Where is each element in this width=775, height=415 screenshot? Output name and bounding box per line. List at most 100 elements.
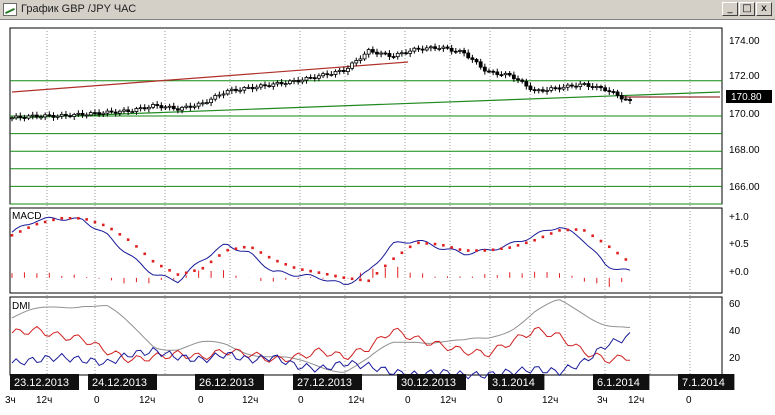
candle-body — [234, 88, 238, 92]
macd-signal-dot — [60, 216, 64, 220]
candle-body — [474, 59, 479, 63]
macd-signal-dot — [85, 218, 88, 221]
macd-line — [11, 216, 631, 285]
candle-body — [167, 105, 172, 108]
candle-body — [242, 87, 247, 91]
price-tick-172: 172.00 — [729, 71, 760, 82]
candle-body — [387, 53, 392, 57]
candle-body — [399, 52, 404, 55]
candle-body — [466, 52, 471, 59]
candle-body — [458, 50, 462, 52]
candle-body — [561, 86, 566, 90]
date-label-bg — [593, 374, 650, 390]
macd-signal-dot — [193, 269, 196, 272]
macd-signal-dot — [259, 251, 263, 254]
candle-body — [549, 87, 554, 91]
candle-body — [362, 53, 367, 60]
macd-panel[interactable] — [9, 207, 723, 294]
candle-body — [628, 98, 632, 102]
macd-signal-dot — [209, 260, 213, 264]
macd-tick-0: +0.0 — [729, 267, 749, 278]
hour-label: 12ч — [139, 395, 155, 406]
candle-body — [424, 47, 429, 51]
candle-body — [209, 98, 213, 103]
candle-body — [495, 71, 500, 76]
candle-body — [491, 70, 496, 73]
candle-body — [408, 50, 413, 54]
candle-body — [350, 62, 355, 69]
date-label-bg — [488, 374, 545, 390]
close-button[interactable]: x — [756, 2, 772, 16]
candle-body — [39, 116, 43, 119]
candle-body — [43, 114, 48, 118]
date-label-bg — [195, 374, 264, 390]
minimize-button[interactable]: _ — [722, 2, 738, 16]
chart-area[interactable]: 174.00 172.00 170.00 168.00 166.00 170.8… — [0, 20, 775, 415]
dmi-tick-40: 40 — [729, 326, 741, 337]
candle-body — [163, 106, 168, 109]
candle-body — [122, 109, 126, 112]
candle-body — [578, 83, 583, 88]
macd-signal-dot — [334, 274, 337, 278]
macd-signal-dot — [309, 269, 312, 273]
candle-body — [142, 107, 147, 110]
candle-body — [30, 114, 35, 117]
macd-signal-dot — [242, 245, 246, 249]
candle-body — [126, 109, 131, 112]
macd-signal-dot — [68, 216, 72, 220]
candle-body — [151, 104, 155, 108]
candle-body — [64, 114, 68, 117]
maximize-button[interactable]: □ — [739, 2, 755, 16]
candle-body — [287, 80, 292, 85]
macd-signal-dot — [442, 244, 445, 247]
hour-label: 12ч — [542, 395, 558, 406]
macd-signal-dot — [35, 222, 39, 226]
macd-signal-dot — [151, 259, 155, 263]
candle-body — [101, 112, 106, 115]
candle-body — [275, 82, 280, 85]
candle-body — [429, 46, 433, 49]
candle-body — [574, 85, 578, 88]
candle-body — [292, 80, 296, 82]
hour-labels: 3ч 12ч 0 12ч 0 12ч 0 12ч 0 12ч 0 12ч 3ч 12ч 0 — [5, 395, 692, 406]
macd-signal-dot — [284, 263, 288, 266]
candle-body — [603, 87, 608, 92]
candle-body — [263, 84, 267, 87]
candle-body — [487, 70, 491, 73]
candle-body — [225, 90, 230, 95]
macd-signal-dot — [383, 264, 387, 268]
candle-body — [296, 80, 301, 83]
candle-body — [540, 89, 545, 92]
macd-signal-dot — [292, 266, 296, 269]
candle-body — [437, 48, 442, 50]
macd-signal-dot — [18, 230, 22, 233]
date-label-bg — [10, 374, 79, 390]
candle-body — [383, 52, 388, 55]
candle-body — [176, 108, 180, 111]
candle-body — [528, 85, 533, 91]
macd-signal-dot — [500, 247, 503, 251]
candle-body — [599, 85, 603, 89]
hour-label: 12ч — [348, 395, 364, 406]
candle-body — [68, 115, 72, 118]
candle-body — [72, 114, 77, 117]
candle-body — [379, 52, 384, 55]
vertical-gridlines — [46, 28, 691, 375]
dmi-label: DMI — [12, 301, 30, 312]
macd-signal-dot — [483, 249, 487, 252]
candle-body — [84, 114, 89, 117]
price-tick-168: 168.00 — [729, 145, 760, 156]
macd-signal-dot — [408, 245, 412, 249]
macd-signal-dot — [143, 252, 147, 256]
macd-signal-dot — [458, 248, 462, 251]
candle-body — [375, 51, 379, 55]
candle-body — [329, 74, 334, 76]
candle-body — [14, 115, 19, 119]
candle-body — [470, 57, 475, 60]
macd-signal-dot — [549, 232, 553, 235]
dmi-tick-20: 20 — [729, 353, 741, 364]
dmi-panel[interactable] — [9, 296, 723, 376]
candle-body — [366, 49, 371, 55]
macd-signal-dot — [168, 269, 171, 272]
candle-body — [105, 110, 110, 114]
